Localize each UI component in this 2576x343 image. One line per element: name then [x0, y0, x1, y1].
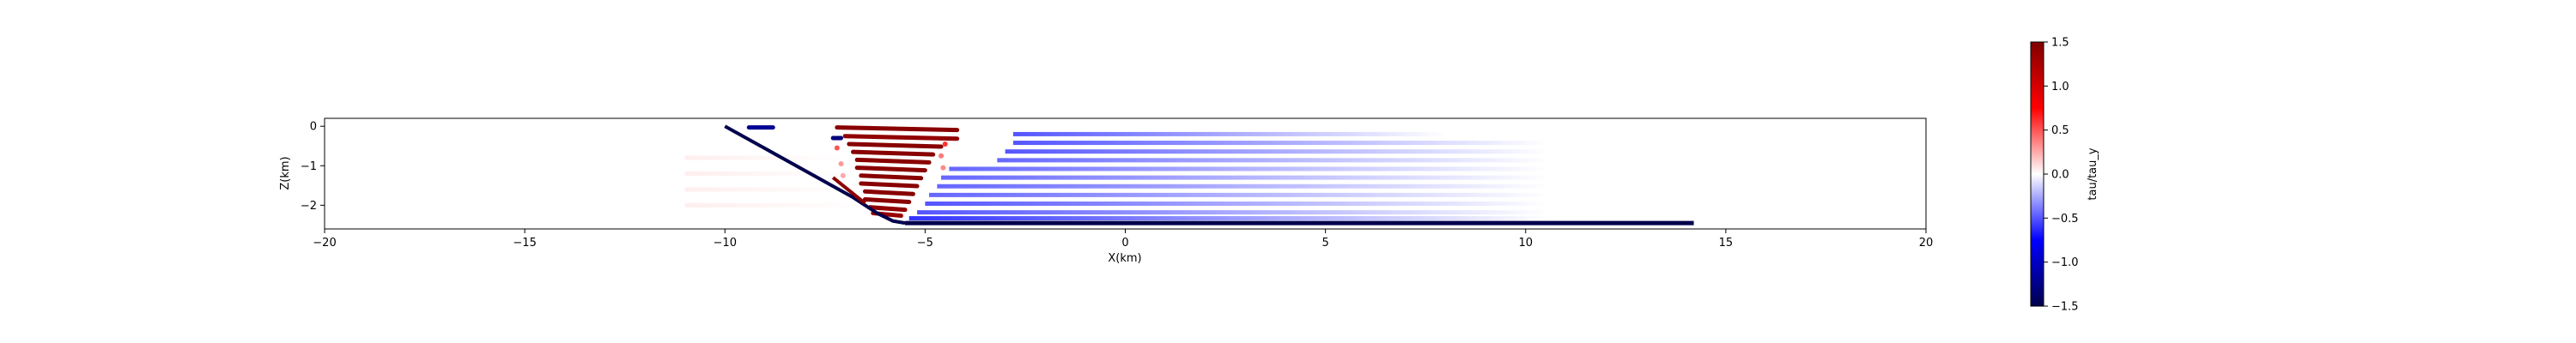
colorbar-tick-label: −1.0: [2051, 256, 2079, 269]
stress-band: [1012, 141, 1550, 146]
stress-band: [1012, 131, 1446, 136]
stress-point: [940, 165, 946, 171]
colorbar-tick-label: −0.5: [2051, 213, 2079, 226]
stress-band: [925, 202, 1550, 207]
stress-band: [684, 202, 870, 208]
stress-point: [834, 145, 840, 151]
stress-band: [854, 165, 927, 173]
colorbar: 1.5 1.0 0.5 0.0 −0.5 −1.0 −1.5 tau/tau_y: [2030, 37, 2099, 314]
x-axis-label: X(km): [1108, 252, 1141, 265]
stress-band: [941, 175, 1550, 180]
colorbar-scale: [2030, 41, 2044, 307]
stress-band: [929, 192, 1550, 197]
x-tick-label: 20: [1919, 237, 1934, 250]
stress-band: [835, 125, 960, 133]
x-tick-label: −5: [917, 237, 933, 250]
stress-band: [997, 158, 1550, 163]
stress-point: [840, 172, 846, 178]
colorbar-tick-label: 1.0: [2051, 81, 2069, 93]
stress-band: [850, 149, 936, 157]
stress-band: [859, 173, 924, 181]
stress-band: [866, 205, 908, 213]
y-axis-label: Z(km): [279, 156, 292, 190]
x-tick-label: 10: [1518, 237, 1533, 250]
y-tick-label: −2: [301, 200, 317, 213]
stress-band: [917, 210, 1550, 215]
colorbar-ticks: 1.5 1.0 0.5 0.0 −0.5 −1.0 −1.5: [2044, 37, 2079, 314]
stress-band: [684, 172, 854, 176]
stress-band: [1005, 149, 1550, 154]
x-tick-label: −10: [714, 237, 737, 250]
y-tick-label: 0: [310, 121, 317, 134]
stress-band: [847, 141, 944, 149]
stress-band: [859, 181, 920, 189]
colorbar-label: tau/tau_y: [2087, 147, 2099, 200]
x-tick-label: −15: [513, 237, 536, 250]
x-tick-label: 5: [1321, 237, 1328, 250]
stress-band: [854, 157, 932, 165]
y-axis: 0 −1 −2: [301, 121, 325, 213]
stress-band: [908, 216, 1550, 221]
stress-band: [862, 196, 912, 204]
colorbar-tick-label: 1.5: [2051, 37, 2069, 50]
colorbar-tick-label: −1.5: [2051, 301, 2079, 314]
fault-ramp-stress: [831, 176, 866, 205]
plot-content: [684, 124, 1694, 226]
colorbar-tick-label: 0.5: [2051, 124, 2069, 137]
stress-point: [838, 160, 844, 166]
stress-band: [937, 184, 1550, 189]
axes: −20 −15 −10 −5 0 5 10 15 20 0 −1 −2 X(km) Z(km): [279, 117, 1933, 265]
stress-band: [684, 155, 846, 160]
fault-ramp: [724, 124, 906, 226]
stress-band: [862, 189, 915, 196]
colorbar-tick-label: 0.0: [2051, 169, 2069, 182]
stress-band: [842, 134, 960, 141]
x-tick-label: 15: [1719, 237, 1734, 250]
stress-point: [939, 153, 945, 159]
stress-point: [942, 141, 948, 147]
x-tick-label: −20: [313, 237, 336, 250]
stress-band: [949, 166, 1550, 172]
stress-band: [684, 187, 861, 192]
x-axis: −20 −15 −10 −5 0 5 10 15 20: [313, 229, 1933, 250]
y-tick-label: −1: [301, 160, 317, 173]
x-tick-label: 0: [1121, 237, 1128, 250]
